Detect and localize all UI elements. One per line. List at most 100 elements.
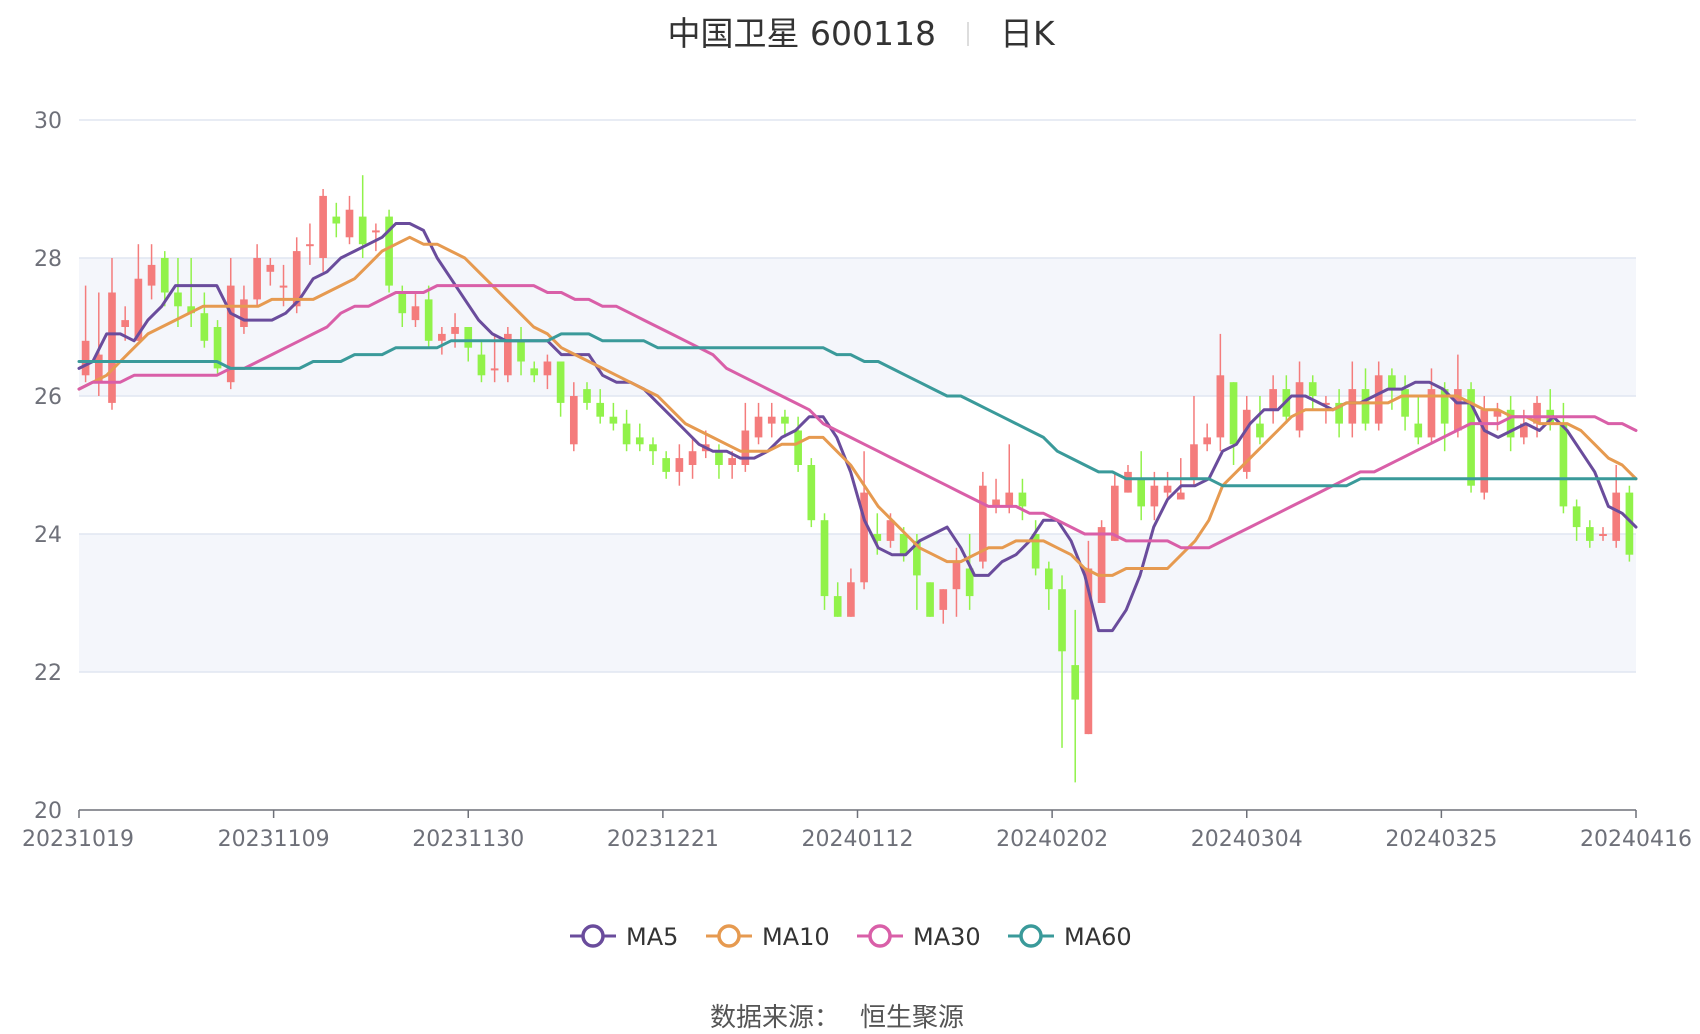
candle-body — [1176, 492, 1185, 500]
candle — [517, 327, 525, 376]
candle-body — [490, 368, 499, 371]
candle-body — [464, 327, 473, 348]
candle-body — [965, 568, 974, 597]
legend-swatch-marker — [581, 924, 605, 948]
candle-body — [1018, 492, 1027, 507]
candle — [1084, 540, 1093, 735]
candle — [253, 244, 261, 307]
candle-body — [160, 258, 169, 293]
legend-swatch-marker — [868, 924, 892, 948]
candle-body — [860, 492, 868, 583]
legend-item-ma30[interactable]: MA30 — [857, 923, 981, 951]
candle-body — [187, 306, 195, 314]
candle-body — [1322, 402, 1330, 405]
candle-body — [1612, 492, 1621, 541]
candle-body — [1242, 409, 1251, 472]
candle-body — [1625, 492, 1634, 555]
candle — [160, 251, 169, 307]
y-tick-label: 26 — [34, 385, 62, 410]
candle — [477, 340, 486, 383]
chart-legend: MA5 MA10 MA30 MA60 — [570, 923, 1132, 951]
candle-body — [1295, 382, 1304, 431]
candle — [926, 582, 934, 617]
legend-item-ma5[interactable]: MA5 — [570, 923, 678, 951]
candle-body — [81, 340, 90, 376]
candle-body — [1335, 402, 1343, 424]
ma-line-ma60 — [77, 332, 1638, 488]
candle-body — [1097, 527, 1106, 603]
candle — [596, 389, 605, 424]
candle-body — [358, 216, 367, 245]
candle-body — [266, 264, 275, 272]
x-tick-label: 20231221 — [607, 827, 719, 852]
y-tick-label: 22 — [34, 661, 62, 686]
candle-body — [1414, 423, 1423, 438]
candle-body — [543, 361, 552, 376]
candle — [1137, 451, 1146, 521]
ma-line-ma30 — [77, 284, 1638, 550]
candle-body — [1163, 485, 1172, 493]
candle-body — [609, 416, 618, 424]
ma-line-ma10 — [77, 235, 1638, 577]
candle — [438, 327, 446, 355]
candle-body — [253, 258, 261, 300]
candle-body — [1124, 471, 1132, 493]
candle — [1044, 561, 1053, 610]
candle — [306, 223, 314, 265]
candle-body — [424, 299, 433, 341]
candle — [688, 437, 697, 479]
candle-body — [1203, 437, 1211, 445]
candle-body — [781, 416, 789, 424]
candle-body — [952, 561, 961, 590]
legend-label: MA30 — [913, 923, 981, 951]
candle-body — [715, 451, 723, 465]
candle-body — [240, 299, 248, 327]
data-source-value: 恒生聚源 — [860, 1003, 964, 1033]
data-source-label: 数据来源： — [710, 1003, 840, 1033]
legend-item-ma60[interactable]: MA60 — [1008, 923, 1132, 951]
candle-body — [372, 230, 380, 233]
candle — [174, 258, 182, 327]
candle — [424, 285, 433, 348]
x-tick-label: 20240325 — [1385, 827, 1497, 852]
candle — [1242, 396, 1251, 479]
candle-body — [622, 423, 631, 445]
candle — [741, 402, 750, 472]
candle — [609, 402, 618, 431]
candle-body — [1401, 389, 1409, 417]
candle-body — [979, 485, 987, 562]
candle — [504, 327, 512, 383]
candle-body — [1506, 409, 1515, 438]
candle — [134, 244, 143, 341]
y-tick-label: 20 — [34, 799, 62, 824]
candle-body — [1256, 423, 1264, 438]
x-tick-label: 20240202 — [996, 827, 1108, 852]
candle-body — [939, 589, 948, 610]
candle-body — [1427, 389, 1436, 438]
candle-body — [94, 354, 103, 383]
candle — [833, 582, 842, 617]
candle-body — [332, 216, 341, 224]
candle — [1374, 361, 1383, 431]
candle-body — [108, 292, 116, 403]
candle-body — [1269, 389, 1277, 410]
candle-body — [1058, 589, 1066, 652]
candle-body — [1493, 409, 1502, 417]
candle-body — [1599, 534, 1607, 536]
candle — [939, 589, 948, 624]
candle — [847, 568, 855, 617]
legend-item-ma10[interactable]: MA10 — [706, 923, 830, 951]
candle — [530, 361, 539, 383]
candle-body — [451, 327, 459, 334]
x-tick-label: 20240112 — [802, 827, 914, 852]
candle — [767, 402, 776, 438]
candle — [464, 327, 473, 362]
candle — [1480, 396, 1489, 500]
candle — [240, 285, 248, 334]
chart-title: 中国卫星 600118 日K — [668, 14, 1056, 53]
candle — [1058, 575, 1066, 748]
candle-body — [477, 354, 486, 376]
candle — [1493, 402, 1502, 431]
candle — [622, 409, 631, 452]
